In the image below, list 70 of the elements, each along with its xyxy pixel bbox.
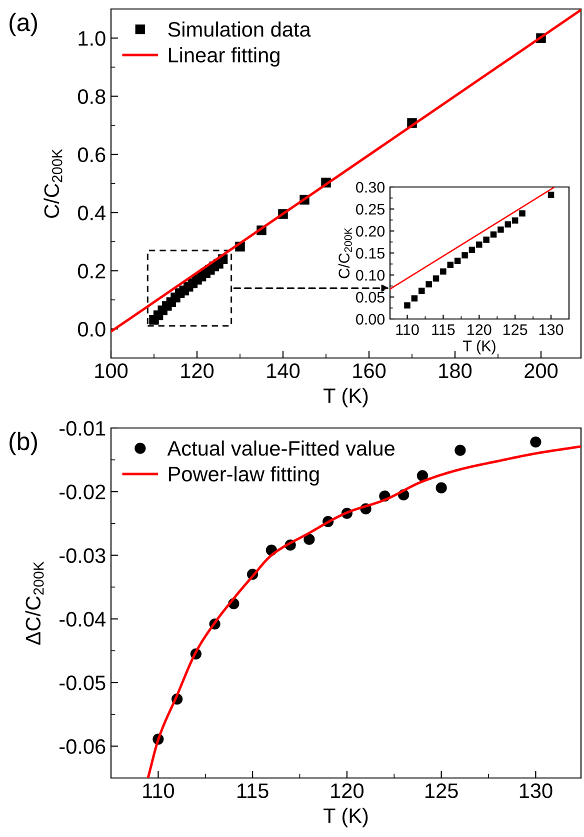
point (498, 226, 504, 233)
y-tick-label: -0.01 (60, 421, 106, 436)
x-tick-label: 100 (95, 363, 128, 378)
x-axis-title: T (K) (463, 340, 496, 354)
x-tick-label: 110 (143, 783, 174, 798)
y-tick-label: 0.10 (356, 270, 385, 281)
x-tick-label: 120 (468, 324, 492, 336)
point (512, 217, 518, 224)
y-tick-label: 0.25 (356, 204, 384, 215)
y-tick-label: 0.00 (356, 314, 385, 325)
x-axis-title: T (K) (324, 808, 368, 828)
point (436, 482, 447, 494)
point (404, 302, 410, 308)
legend-label: Actual value-Fitted value (167, 440, 394, 456)
point (530, 436, 542, 448)
y-tick-label: 0.0 (78, 322, 106, 337)
point (462, 252, 468, 258)
y-tick-label: 0.15 (356, 248, 384, 259)
point (418, 288, 425, 294)
y-tick-label: 1.0 (78, 31, 106, 46)
y-tick-label: -0.05 (60, 676, 106, 690)
point (504, 221, 512, 228)
x-tick-label: 200 (524, 363, 558, 378)
point (447, 262, 454, 268)
x-tick-label: 115 (432, 324, 455, 336)
y-tick-label: -0.04 (60, 612, 106, 627)
point (519, 210, 526, 217)
y-tick-label: 0.20 (356, 226, 385, 237)
y-tick-label: 0.6 (78, 147, 106, 162)
point (548, 192, 554, 198)
y-tick-label: 0.8 (78, 89, 106, 104)
x-tick-label: 180 (439, 363, 472, 378)
y-tick-label: 0.30 (356, 182, 385, 193)
point (490, 231, 497, 238)
x-tick-label: 115 (238, 784, 268, 798)
point (411, 295, 418, 302)
point (454, 444, 466, 456)
x-tick-label: 125 (426, 783, 458, 798)
point (483, 236, 490, 243)
point (426, 281, 432, 288)
y-tick-label: -0.02 (60, 484, 106, 500)
chart-title: (b) (10, 432, 37, 456)
legend-label: Linear fitting (168, 47, 280, 67)
x-tick-label: 110 (396, 324, 419, 336)
x-axis-title: T (K) (324, 388, 368, 408)
y-tick-label: 0.2 (78, 264, 106, 279)
point (468, 246, 476, 254)
y-axis-title: C/C$_{200K}$ (44, 148, 62, 218)
x-tick-label: 130 (520, 783, 552, 798)
y-tick-label: 0.05 (356, 292, 384, 303)
chart-title: (a) (10, 12, 37, 36)
x-tick-label: 140 (267, 363, 300, 378)
y-tick-label: -0.03 (60, 548, 106, 564)
legend-label: Power-law fitting (168, 466, 319, 486)
point (454, 258, 461, 264)
y-tick-label: 0.4 (78, 206, 106, 220)
y-axis-title: ΔC/C$_{200K}$ (25, 562, 44, 645)
point (440, 268, 446, 275)
point (432, 275, 440, 282)
x-tick-label: 130 (539, 324, 564, 336)
point (476, 242, 482, 248)
point (416, 470, 428, 482)
point (304, 534, 315, 545)
x-tick-label: 120 (331, 783, 364, 798)
x-tick-label: 120 (181, 363, 214, 378)
y-axis-title: C/C$_{200K}$ (338, 228, 352, 278)
x-tick-label: 125 (504, 324, 528, 336)
y-tick-label: -0.06 (60, 739, 106, 754)
legend-label: Simulation data (168, 22, 311, 37)
x-tick-label: 160 (353, 363, 386, 378)
